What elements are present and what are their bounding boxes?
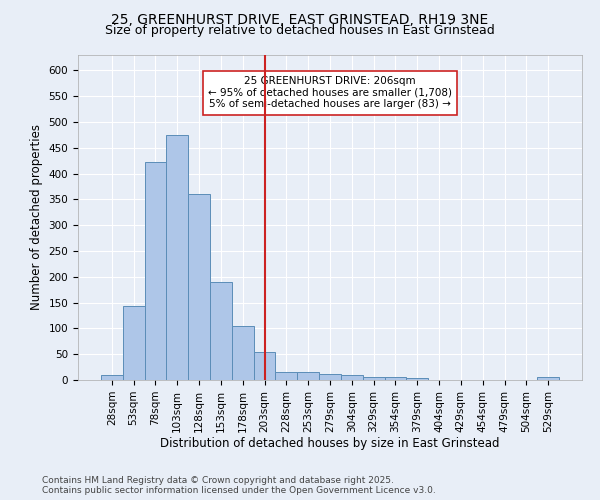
Bar bbox=[385, 378, 406, 380]
Bar bbox=[297, 372, 319, 380]
Bar bbox=[123, 306, 145, 380]
Bar bbox=[341, 375, 363, 380]
Bar bbox=[145, 162, 166, 380]
Text: 25 GREENHURST DRIVE: 206sqm
← 95% of detached houses are smaller (1,708)
5% of s: 25 GREENHURST DRIVE: 206sqm ← 95% of det… bbox=[208, 76, 452, 110]
Bar bbox=[188, 194, 210, 380]
X-axis label: Distribution of detached houses by size in East Grinstead: Distribution of detached houses by size … bbox=[160, 438, 500, 450]
Bar bbox=[254, 352, 275, 380]
Bar bbox=[406, 378, 428, 380]
Text: Contains HM Land Registry data © Crown copyright and database right 2025.
Contai: Contains HM Land Registry data © Crown c… bbox=[42, 476, 436, 495]
Bar bbox=[363, 377, 385, 380]
Bar bbox=[210, 282, 232, 380]
Bar bbox=[275, 372, 297, 380]
Bar bbox=[537, 378, 559, 380]
Bar bbox=[232, 326, 254, 380]
Text: Size of property relative to detached houses in East Grinstead: Size of property relative to detached ho… bbox=[105, 24, 495, 37]
Bar bbox=[319, 374, 341, 380]
Bar bbox=[101, 375, 123, 380]
Bar bbox=[166, 135, 188, 380]
Y-axis label: Number of detached properties: Number of detached properties bbox=[30, 124, 43, 310]
Text: 25, GREENHURST DRIVE, EAST GRINSTEAD, RH19 3NE: 25, GREENHURST DRIVE, EAST GRINSTEAD, RH… bbox=[112, 12, 488, 26]
